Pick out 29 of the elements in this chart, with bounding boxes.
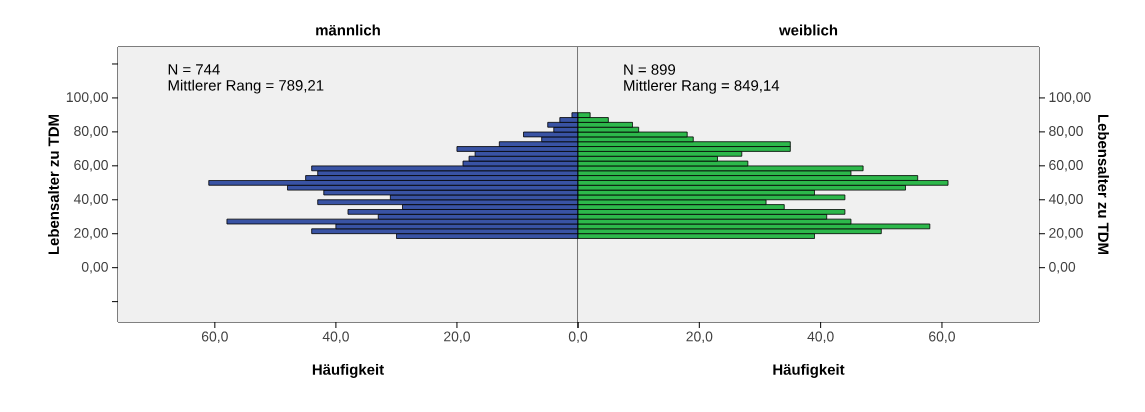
x-axis-title: Häufigkeit — [312, 363, 384, 378]
y-tick-label: 40,00 — [73, 194, 108, 206]
x-tick-label: 60,0 — [201, 331, 228, 344]
y-tick-label: 100,00 — [1049, 92, 1091, 104]
x-axis-title: Häufigkeit — [773, 363, 845, 378]
x-tick-label: 60,0 — [929, 331, 955, 344]
annotation: Mittlerer Rang = 789,21 — [168, 79, 324, 94]
x-tick-label: 40,0 — [807, 331, 834, 344]
annotation: N = 744 — [168, 64, 220, 75]
chart-title: weiblich — [778, 24, 838, 36]
x-tick-label: 40,0 — [322, 331, 349, 344]
y-axis-title: Lebensalter zu TDM — [1098, 114, 1109, 255]
y-tick-label: 40,00 — [1048, 194, 1083, 206]
y-axis-title: Lebensalter zu TDM — [48, 114, 59, 255]
y-tick-label: 0,00 — [1049, 261, 1076, 274]
annotation: N = 899 — [624, 64, 676, 75]
y-tick-label: 20,00 — [1049, 227, 1083, 240]
y-tick-label: 100,00 — [66, 92, 108, 104]
y-tick-label: 60,00 — [1049, 160, 1083, 172]
y-tick-label: 20,00 — [74, 227, 108, 240]
y-tick-label: 60,00 — [74, 160, 108, 172]
x-tick-label: 20,0 — [444, 331, 470, 344]
y-tick-label: 0,00 — [81, 261, 108, 274]
annotation: Mittlerer Rang = 849,14 — [624, 79, 780, 94]
y-tick-label: 80,00 — [74, 126, 108, 138]
chart-title: männlich — [316, 24, 380, 36]
x-tick-label: 0,0 — [568, 331, 588, 344]
y-tick-label: 80,00 — [1049, 126, 1083, 138]
x-tick-label: 20,0 — [686, 331, 713, 344]
